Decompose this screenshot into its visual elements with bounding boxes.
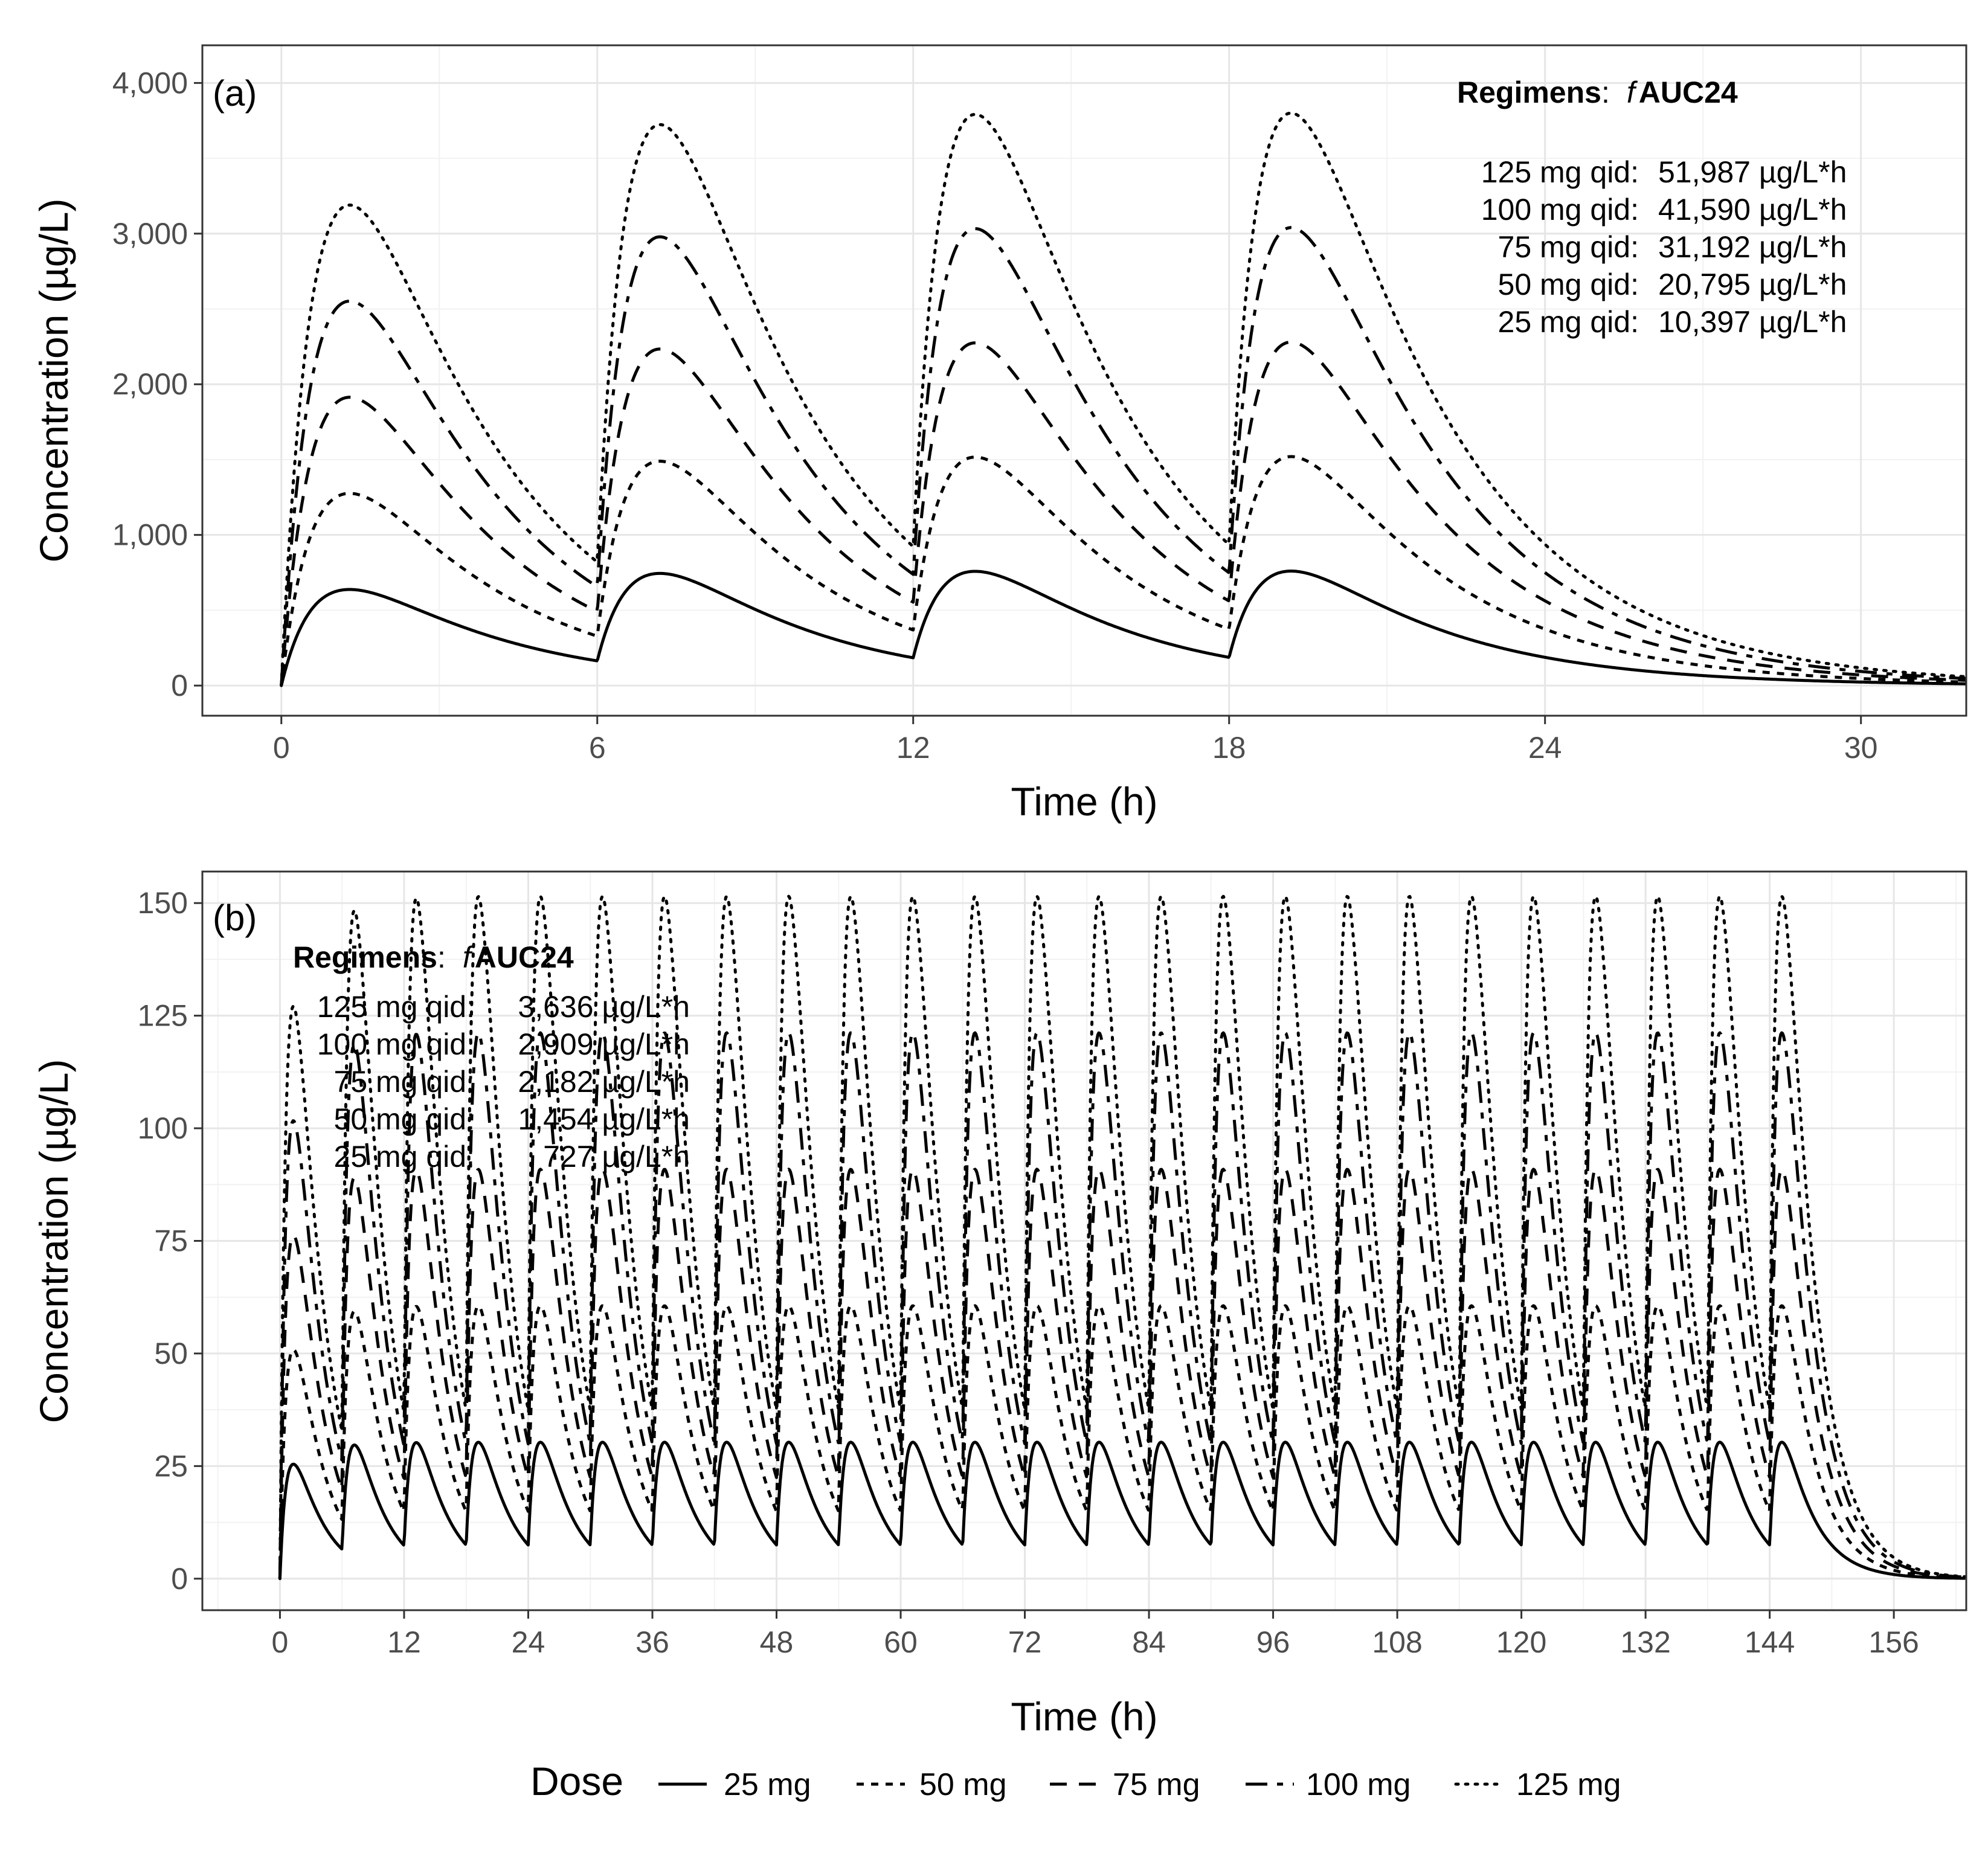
panel-b-annotation-regimen: 125 mg qid: bbox=[317, 990, 475, 1024]
panel-b: 0 12 24 36 48 60 72 84 96 108 120 132 144 156 0 25 50 75 1… bbox=[31, 870, 1967, 1739]
legend-label-125mg: 125 mg bbox=[1516, 1767, 1621, 1802]
x-tick-label: 24 bbox=[1528, 731, 1562, 765]
panel-b-annotation-auc: 727 µg/L*h bbox=[543, 1140, 690, 1174]
y-tick-label: 150 bbox=[138, 886, 188, 920]
x-tick-label: 48 bbox=[760, 1625, 794, 1659]
series-line-125mg bbox=[280, 111, 1968, 687]
panel-b-annotation-header-left: Regimens bbox=[293, 940, 437, 974]
y-tick-label: 125 bbox=[138, 999, 188, 1033]
x-tick-label: 12 bbox=[387, 1625, 421, 1659]
panel-a-auc-annotation: Regimens: f AUC24 125 mg qid: 51,987 µg/L*… bbox=[1457, 75, 1847, 339]
panel-b-annotation-auc: 1,454 µg/L*h bbox=[518, 1102, 690, 1136]
panel-a-annotation-header: Regimens: f AUC24 bbox=[1457, 75, 1738, 109]
series-line-50mg bbox=[280, 455, 1967, 686]
x-tick-label: 24 bbox=[512, 1625, 545, 1659]
x-tick-label: 18 bbox=[1212, 731, 1246, 765]
panel-b-auc-annotation: Regimens: f AUC24 125 mg qid: 3,636 µg/L*h… bbox=[293, 940, 690, 1174]
panel-b-annotation-auc: 2,909 µg/L*h bbox=[518, 1027, 690, 1061]
legend-title: Dose bbox=[530, 1759, 623, 1803]
x-tick-label: 72 bbox=[1008, 1625, 1042, 1659]
y-tick-label: 0 bbox=[171, 1562, 188, 1596]
x-tick-label: 96 bbox=[1256, 1625, 1290, 1659]
y-tick-label: 3,000 bbox=[112, 217, 188, 251]
x-tick-label: 120 bbox=[1496, 1625, 1546, 1659]
dose-legend: Dose 25 mg 50 mg 75 mg 100 mg 125 mg bbox=[530, 1759, 1621, 1803]
y-tick-label: 1,000 bbox=[112, 518, 188, 552]
panel-a-annotation-auc: 10,397 µg/L*h bbox=[1658, 305, 1847, 339]
legend-label-25mg: 25 mg bbox=[724, 1767, 811, 1802]
x-tick-label: 12 bbox=[896, 731, 930, 765]
panel-b-annotation-header-colon: : bbox=[437, 940, 446, 974]
panel-a-lines bbox=[280, 111, 1968, 687]
panel-a-annotation-auc: 41,590 µg/L*h bbox=[1658, 193, 1847, 226]
x-tick-label: 132 bbox=[1620, 1625, 1670, 1659]
panel-a-annotation-auc: 20,795 µg/L*h bbox=[1658, 268, 1847, 301]
x-tick-label: 60 bbox=[884, 1625, 918, 1659]
panel-a-y-axis-title: Concentration (µg/L) bbox=[31, 199, 76, 563]
x-tick-label: 36 bbox=[635, 1625, 669, 1659]
panel-a-annotation-header-colon: : bbox=[1601, 75, 1610, 109]
legend-label-100mg: 100 mg bbox=[1306, 1767, 1411, 1802]
panel-b-y-axis-title: Concentration (µg/L) bbox=[31, 1059, 76, 1424]
panel-b-annotation-regimen: 100 mg qid: bbox=[317, 1027, 475, 1061]
panel-a-grid bbox=[202, 45, 1966, 716]
panel-b-annotation-auc: 2,182 µg/L*h bbox=[518, 1065, 690, 1099]
panel-b-lines bbox=[278, 894, 1967, 1581]
series-line-25mg bbox=[278, 1440, 1966, 1580]
x-tick-label: 144 bbox=[1745, 1625, 1795, 1659]
series-line-125mg bbox=[278, 894, 1967, 1581]
y-tick-label: 0 bbox=[171, 669, 188, 702]
panel-b-x-axis-title: Time (h) bbox=[1011, 1694, 1157, 1739]
series-line-75mg bbox=[280, 340, 1967, 686]
panel-b-annotation-header-right: AUC24 bbox=[475, 940, 574, 974]
y-tick-label: 75 bbox=[154, 1224, 188, 1258]
x-tick-label: 0 bbox=[272, 1625, 289, 1659]
panel-a-annotation-regimen: 100 mg qid: bbox=[1481, 193, 1639, 226]
panel-a-annotation-auc: 51,987 µg/L*h bbox=[1658, 155, 1847, 189]
panel-a-annotation-header-left: Regimens bbox=[1457, 75, 1601, 109]
series-line-25mg bbox=[280, 570, 1967, 686]
panel-b-label: (b) bbox=[213, 898, 257, 938]
y-tick-label: 100 bbox=[138, 1111, 188, 1145]
panel-a-annotation-header-right: AUC24 bbox=[1639, 75, 1738, 109]
panel-b-annotation-auc: 3,636 µg/L*h bbox=[518, 990, 690, 1024]
y-tick-label: 2,000 bbox=[112, 367, 188, 401]
series-line-100mg bbox=[278, 1031, 1966, 1579]
y-tick-label: 25 bbox=[154, 1449, 188, 1483]
panel-a: 0 6 12 18 24 30 0 1,000 2,000 3,000 4,000 (a) Time… bbox=[31, 44, 1968, 824]
x-tick-label: 156 bbox=[1868, 1625, 1919, 1659]
panel-a-annotation-auc: 31,192 µg/L*h bbox=[1658, 230, 1847, 264]
panel-a-border bbox=[201, 44, 1967, 717]
series-line-100mg bbox=[280, 226, 1967, 686]
panel-b-annotation-regimen: 75 mg qid: bbox=[334, 1065, 475, 1099]
x-tick-label: 108 bbox=[1372, 1625, 1422, 1659]
legend-label-50mg: 50 mg bbox=[919, 1767, 1007, 1802]
x-tick-label: 0 bbox=[273, 731, 290, 765]
panel-a-annotation-regimen: 50 mg qid: bbox=[1498, 268, 1639, 301]
panel-a-label: (a) bbox=[213, 73, 257, 114]
panel-a-annotation-regimen: 125 mg qid: bbox=[1481, 155, 1639, 189]
legend-label-75mg: 75 mg bbox=[1113, 1767, 1200, 1802]
panel-a-ticks: 0 6 12 18 24 30 0 1,000 2,000 3,000 4,000 bbox=[112, 66, 1878, 765]
panel-a-background bbox=[202, 45, 1966, 716]
panel-a-x-axis-title: Time (h) bbox=[1011, 779, 1157, 824]
panel-b-ticks: 0 12 24 36 48 60 72 84 96 108 120 132 144 156 0 25 50 75 1… bbox=[138, 886, 1919, 1659]
panel-a-annotation-regimen: 25 mg qid: bbox=[1498, 305, 1639, 339]
x-tick-label: 84 bbox=[1132, 1625, 1166, 1659]
panel-b-annotation-header: Regimens: f AUC24 bbox=[293, 940, 574, 974]
panel-a-annotation-regimen: 75 mg qid: bbox=[1498, 230, 1639, 264]
x-tick-label: 6 bbox=[589, 731, 606, 765]
panel-b-annotation-regimen: 50 mg qid: bbox=[334, 1102, 475, 1136]
series-line-50mg bbox=[278, 1304, 1966, 1579]
x-tick-label: 30 bbox=[1844, 731, 1878, 765]
y-tick-label: 4,000 bbox=[112, 66, 188, 100]
y-tick-label: 50 bbox=[154, 1337, 188, 1370]
panel-b-annotation-regimen: 25 mg qid: bbox=[334, 1140, 475, 1174]
